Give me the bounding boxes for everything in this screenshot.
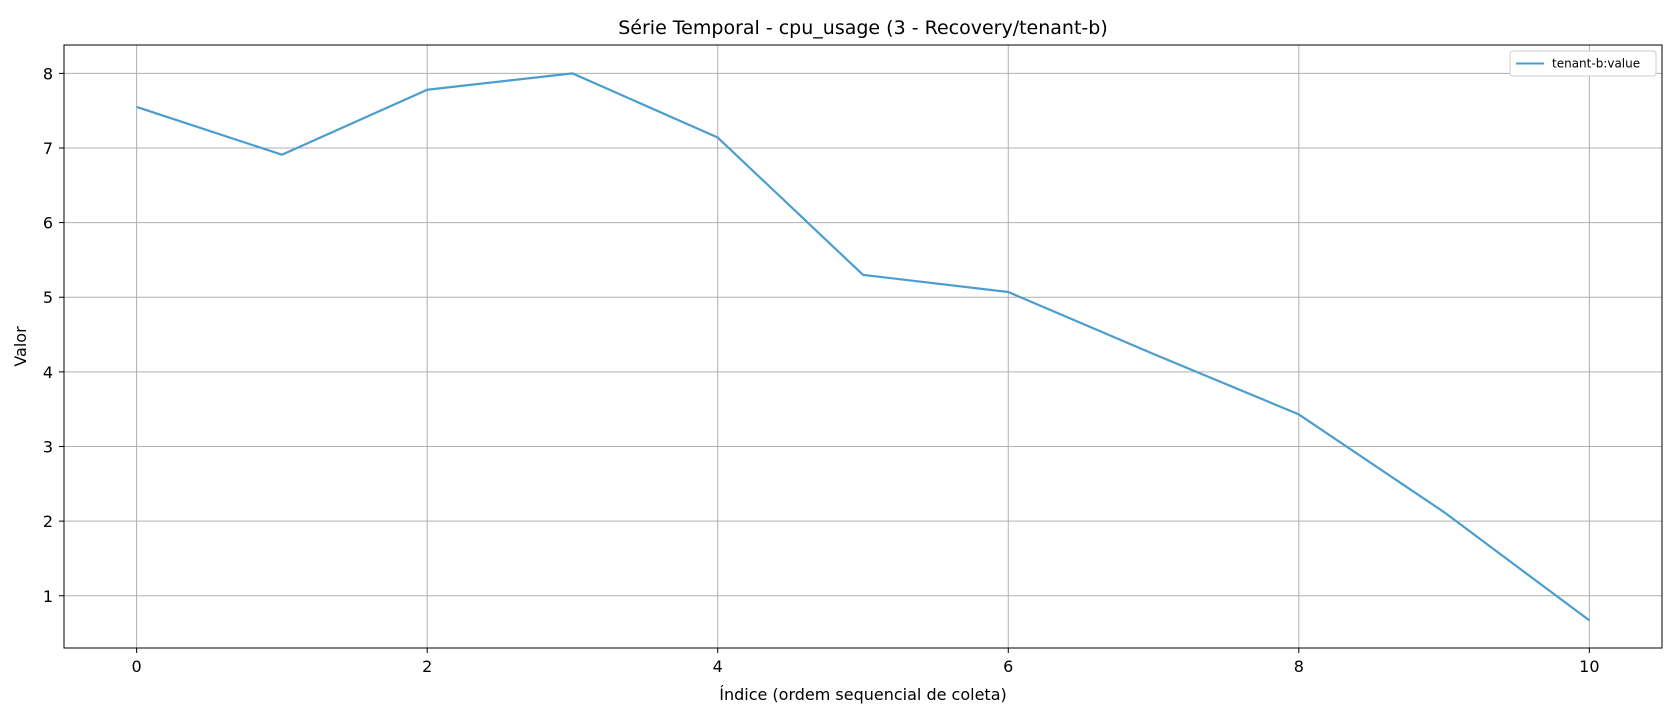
plot-frame (63, 44, 1663, 649)
x-tick-label: 10 (1579, 657, 1599, 676)
legend-box (1509, 50, 1657, 77)
x-tick-label: 2 (422, 657, 432, 676)
x-tick-label: 8 (1294, 657, 1304, 676)
chart-title: Série Temporal - cpu_usage (3 - Recovery… (618, 17, 1108, 39)
y-axis-label: Valor (11, 326, 30, 367)
y-tick-label: 6 (43, 214, 53, 233)
y-tick-label: 7 (43, 139, 53, 158)
y-tick-label: 3 (43, 438, 53, 457)
grid (64, 45, 1662, 648)
legend-entry-label: tenant-b:value (1552, 57, 1640, 71)
y-tick-label: 8 (43, 64, 53, 83)
legend: tenant-b:value (1509, 50, 1657, 77)
x-axis-label: Índice (ordem sequencial de coleta) (719, 685, 1007, 704)
series-line-0 (136, 72, 1591, 622)
y-tick-label: 4 (43, 363, 53, 382)
x-tick-label: 4 (713, 657, 723, 676)
x-tick-label: 6 (1003, 657, 1013, 676)
x-tick-label: 0 (132, 657, 142, 676)
series-layer (136, 72, 1591, 622)
y-tick-label: 5 (43, 288, 53, 307)
y-tick-label: 2 (43, 512, 53, 531)
y-tick-label: 1 (43, 587, 53, 606)
